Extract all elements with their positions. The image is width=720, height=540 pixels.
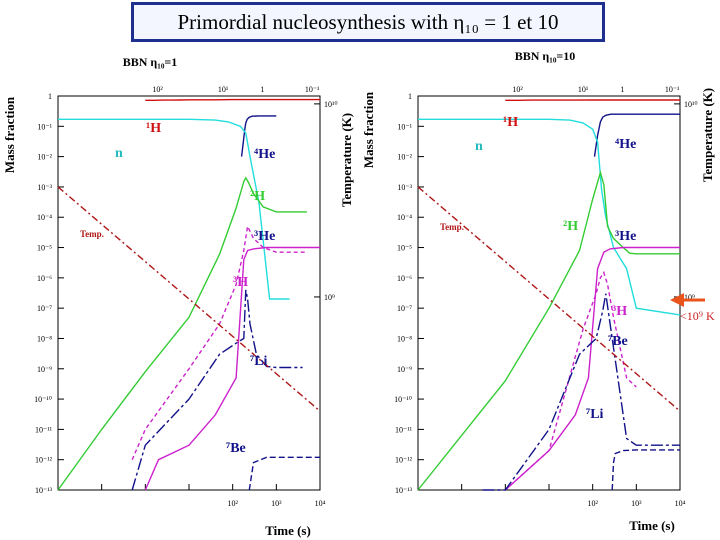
right-ytick-label: 10⁻⁷	[397, 304, 412, 313]
right-ytick-label: 10⁻¹²	[395, 456, 413, 465]
right-xtick-label: 10²	[587, 499, 598, 508]
right-curve-label: ⁴He	[615, 137, 636, 152]
left-plot-frame	[57, 95, 321, 491]
right-y2label: Temperature (K)	[700, 88, 715, 182]
right-series-⁷Be	[482, 293, 680, 491]
right-toptick-label: 10¹	[578, 85, 589, 94]
right-xlabel: Time (s)	[629, 518, 675, 533]
left-ytick-label: 10⁻²	[37, 153, 52, 162]
right-xtick-label: 10⁴	[675, 499, 686, 508]
right-ytick-label: 10⁻¹⁰	[394, 395, 412, 404]
right-curve-label: ¹H	[503, 115, 518, 130]
left-curve-label: ⁷Li	[250, 354, 268, 369]
right-curve-label: Temp.	[440, 222, 464, 232]
right-series-Temp.	[417, 186, 681, 412]
left-curve-label: ⁷Be	[226, 441, 246, 456]
left-subtitle: BBN η₁₀=1	[123, 55, 178, 69]
right-series-⁷Li	[611, 449, 680, 491]
left-ytick-label: 10⁻⁴	[37, 213, 52, 222]
right-curve-label: ⁷Be	[608, 334, 628, 349]
left-temptick-label: 10⁹	[324, 293, 335, 302]
right-series-³He	[504, 270, 637, 491]
left-ytick-label: 10⁻⁷	[37, 304, 52, 313]
right-curve-label: n	[475, 139, 483, 154]
left-toptick-label: 10²	[152, 85, 163, 94]
right-curve-label: ³H	[612, 304, 627, 319]
right-ytick-label: 10⁻¹³	[395, 486, 413, 495]
left-ytick-label: 1	[48, 92, 52, 101]
right-ytick-label: 10⁻²	[397, 153, 412, 162]
right-ylabel: Mass fraction	[361, 91, 376, 168]
right-series-²H	[417, 169, 680, 491]
left-ytick-label: 10⁻¹³	[35, 486, 53, 495]
left-ytick-label: 10⁻³	[37, 183, 52, 192]
left-toptick-label: 1	[260, 85, 264, 94]
title-box: Primordial nucleosynthesis with η₁₀ = 1 …	[131, 2, 605, 42]
temperature-arrow: <10⁹ K	[670, 293, 715, 323]
left-curve-label: n	[115, 146, 123, 161]
left-xtick-label: 10³	[271, 499, 282, 508]
left-xtick-label: 10⁴	[315, 499, 326, 508]
page-title: Primordial nucleosynthesis with η₁₀ = 1 …	[177, 9, 559, 34]
left-series-⁴He	[240, 115, 277, 157]
right-ytick-label: 10⁻¹¹	[395, 425, 413, 434]
right-ytick-label: 10⁻³	[397, 183, 412, 192]
right-series-³H	[504, 246, 680, 491]
right-toptick-label: 10⁻¹	[665, 85, 680, 94]
left-ylabel: Mass fraction	[2, 96, 17, 173]
right-ytick-label: 10⁻⁴	[397, 213, 412, 222]
left-curve-label: Temp.	[80, 229, 104, 239]
left-series-²H	[57, 176, 307, 491]
right-ytick-label: 10⁻⁶	[397, 274, 412, 283]
left-series-⁷Li	[131, 289, 303, 491]
left-ytick-label: 10⁻¹⁰	[34, 395, 52, 404]
right-xtick-label: 10³	[631, 499, 642, 508]
left-curve-label: ²H	[250, 189, 265, 204]
left-curve-label: ³H	[233, 275, 248, 290]
left-series-n	[58, 118, 290, 300]
left-ytick-label: 10⁻⁶	[37, 274, 52, 283]
right-curve-label: ²H	[563, 219, 578, 234]
left-xtick-label: 10²	[227, 499, 238, 508]
right-ytick-label: 10⁻⁹	[397, 365, 412, 374]
right-subtitle: BBN η₁₀=10	[515, 49, 576, 63]
left-ytick-label: 10⁻¹	[37, 122, 52, 131]
left-panel: BBN η₁₀=1 Mass fraction Temperature (K) …	[2, 55, 354, 538]
right-ytick-label: 1	[408, 92, 412, 101]
right-curve-label: ⁷Li	[586, 407, 604, 422]
left-series-Temp.	[57, 186, 321, 412]
right-toptick-label: 10²	[512, 85, 523, 94]
left-temptick-label: 10¹⁰	[324, 100, 338, 109]
right-temptick-label: 10¹⁰	[684, 100, 698, 109]
left-xlabel: Time (s)	[265, 523, 311, 538]
left-series-¹H	[145, 98, 320, 102]
right-plot-frame	[417, 95, 681, 491]
left-toptick-label: 10⁻¹	[305, 85, 320, 94]
left-ytick-label: 10⁻⁹	[37, 365, 52, 374]
arrow-head	[670, 293, 684, 307]
right-temptick-label: 10⁹	[684, 293, 695, 302]
left-ytick-label: 10⁻⁸	[37, 334, 52, 343]
right-ytick-label: 10⁻¹	[397, 122, 412, 131]
left-ytick-label: 10⁻⁵	[37, 244, 52, 253]
right-series-n	[418, 118, 681, 316]
arrow-annotation: <10⁹ K	[680, 309, 715, 323]
left-y2label: Temperature (K)	[339, 113, 354, 207]
right-panel: BBN η₁₀=10 Mass fraction Temperature (K)…	[361, 49, 715, 533]
left-ytick-label: 10⁻¹¹	[35, 425, 53, 434]
left-series-⁷Be	[248, 456, 320, 491]
left-ytick-label: 10⁻¹²	[35, 456, 53, 465]
right-ytick-label: 10⁻⁸	[397, 334, 412, 343]
right-ytick-label: 10⁻⁵	[397, 244, 412, 253]
right-toptick-label: 1	[620, 85, 624, 94]
left-curve-label: ¹H	[146, 121, 161, 136]
left-series-³He	[131, 224, 307, 460]
left-curve-label: ⁴He	[254, 147, 275, 162]
left-curve-label: ³He	[254, 229, 275, 244]
left-series-³H	[144, 246, 320, 491]
right-curve-label: ³He	[615, 229, 636, 244]
right-series-⁴He	[593, 113, 680, 157]
left-toptick-label: 10¹	[218, 85, 229, 94]
